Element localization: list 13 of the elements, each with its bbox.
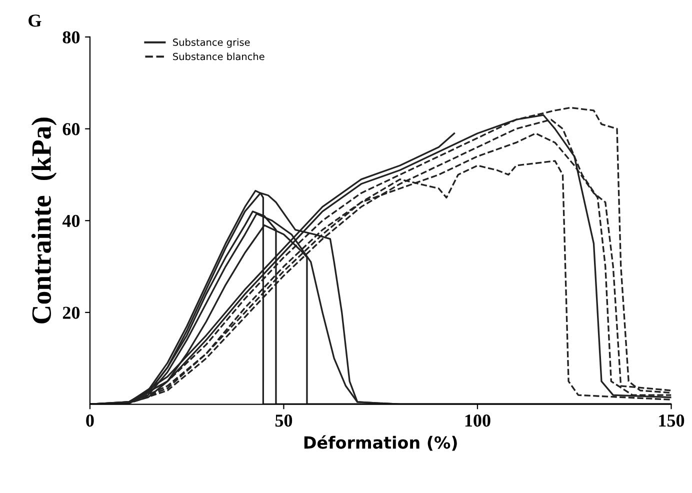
legend-label: Substance blanche (173, 52, 264, 60)
x-tick-label: 100 (465, 414, 490, 427)
x-tick-label: 150 (659, 414, 684, 427)
x-tick-label: 50 (275, 414, 292, 427)
x-tick-label: 0 (86, 414, 94, 427)
y-tick-label: 80 (62, 31, 80, 44)
y-tick-label: 40 (62, 214, 80, 228)
legend-label: Substance grise (173, 38, 250, 48)
x-axis-title: Déformation (%) (304, 435, 457, 451)
y-tick-label: 60 (62, 123, 80, 136)
y-tick-label: 20 (62, 306, 80, 319)
y-axis-title: Contrainte (kPa) (31, 118, 57, 324)
text: G (28, 14, 42, 27)
